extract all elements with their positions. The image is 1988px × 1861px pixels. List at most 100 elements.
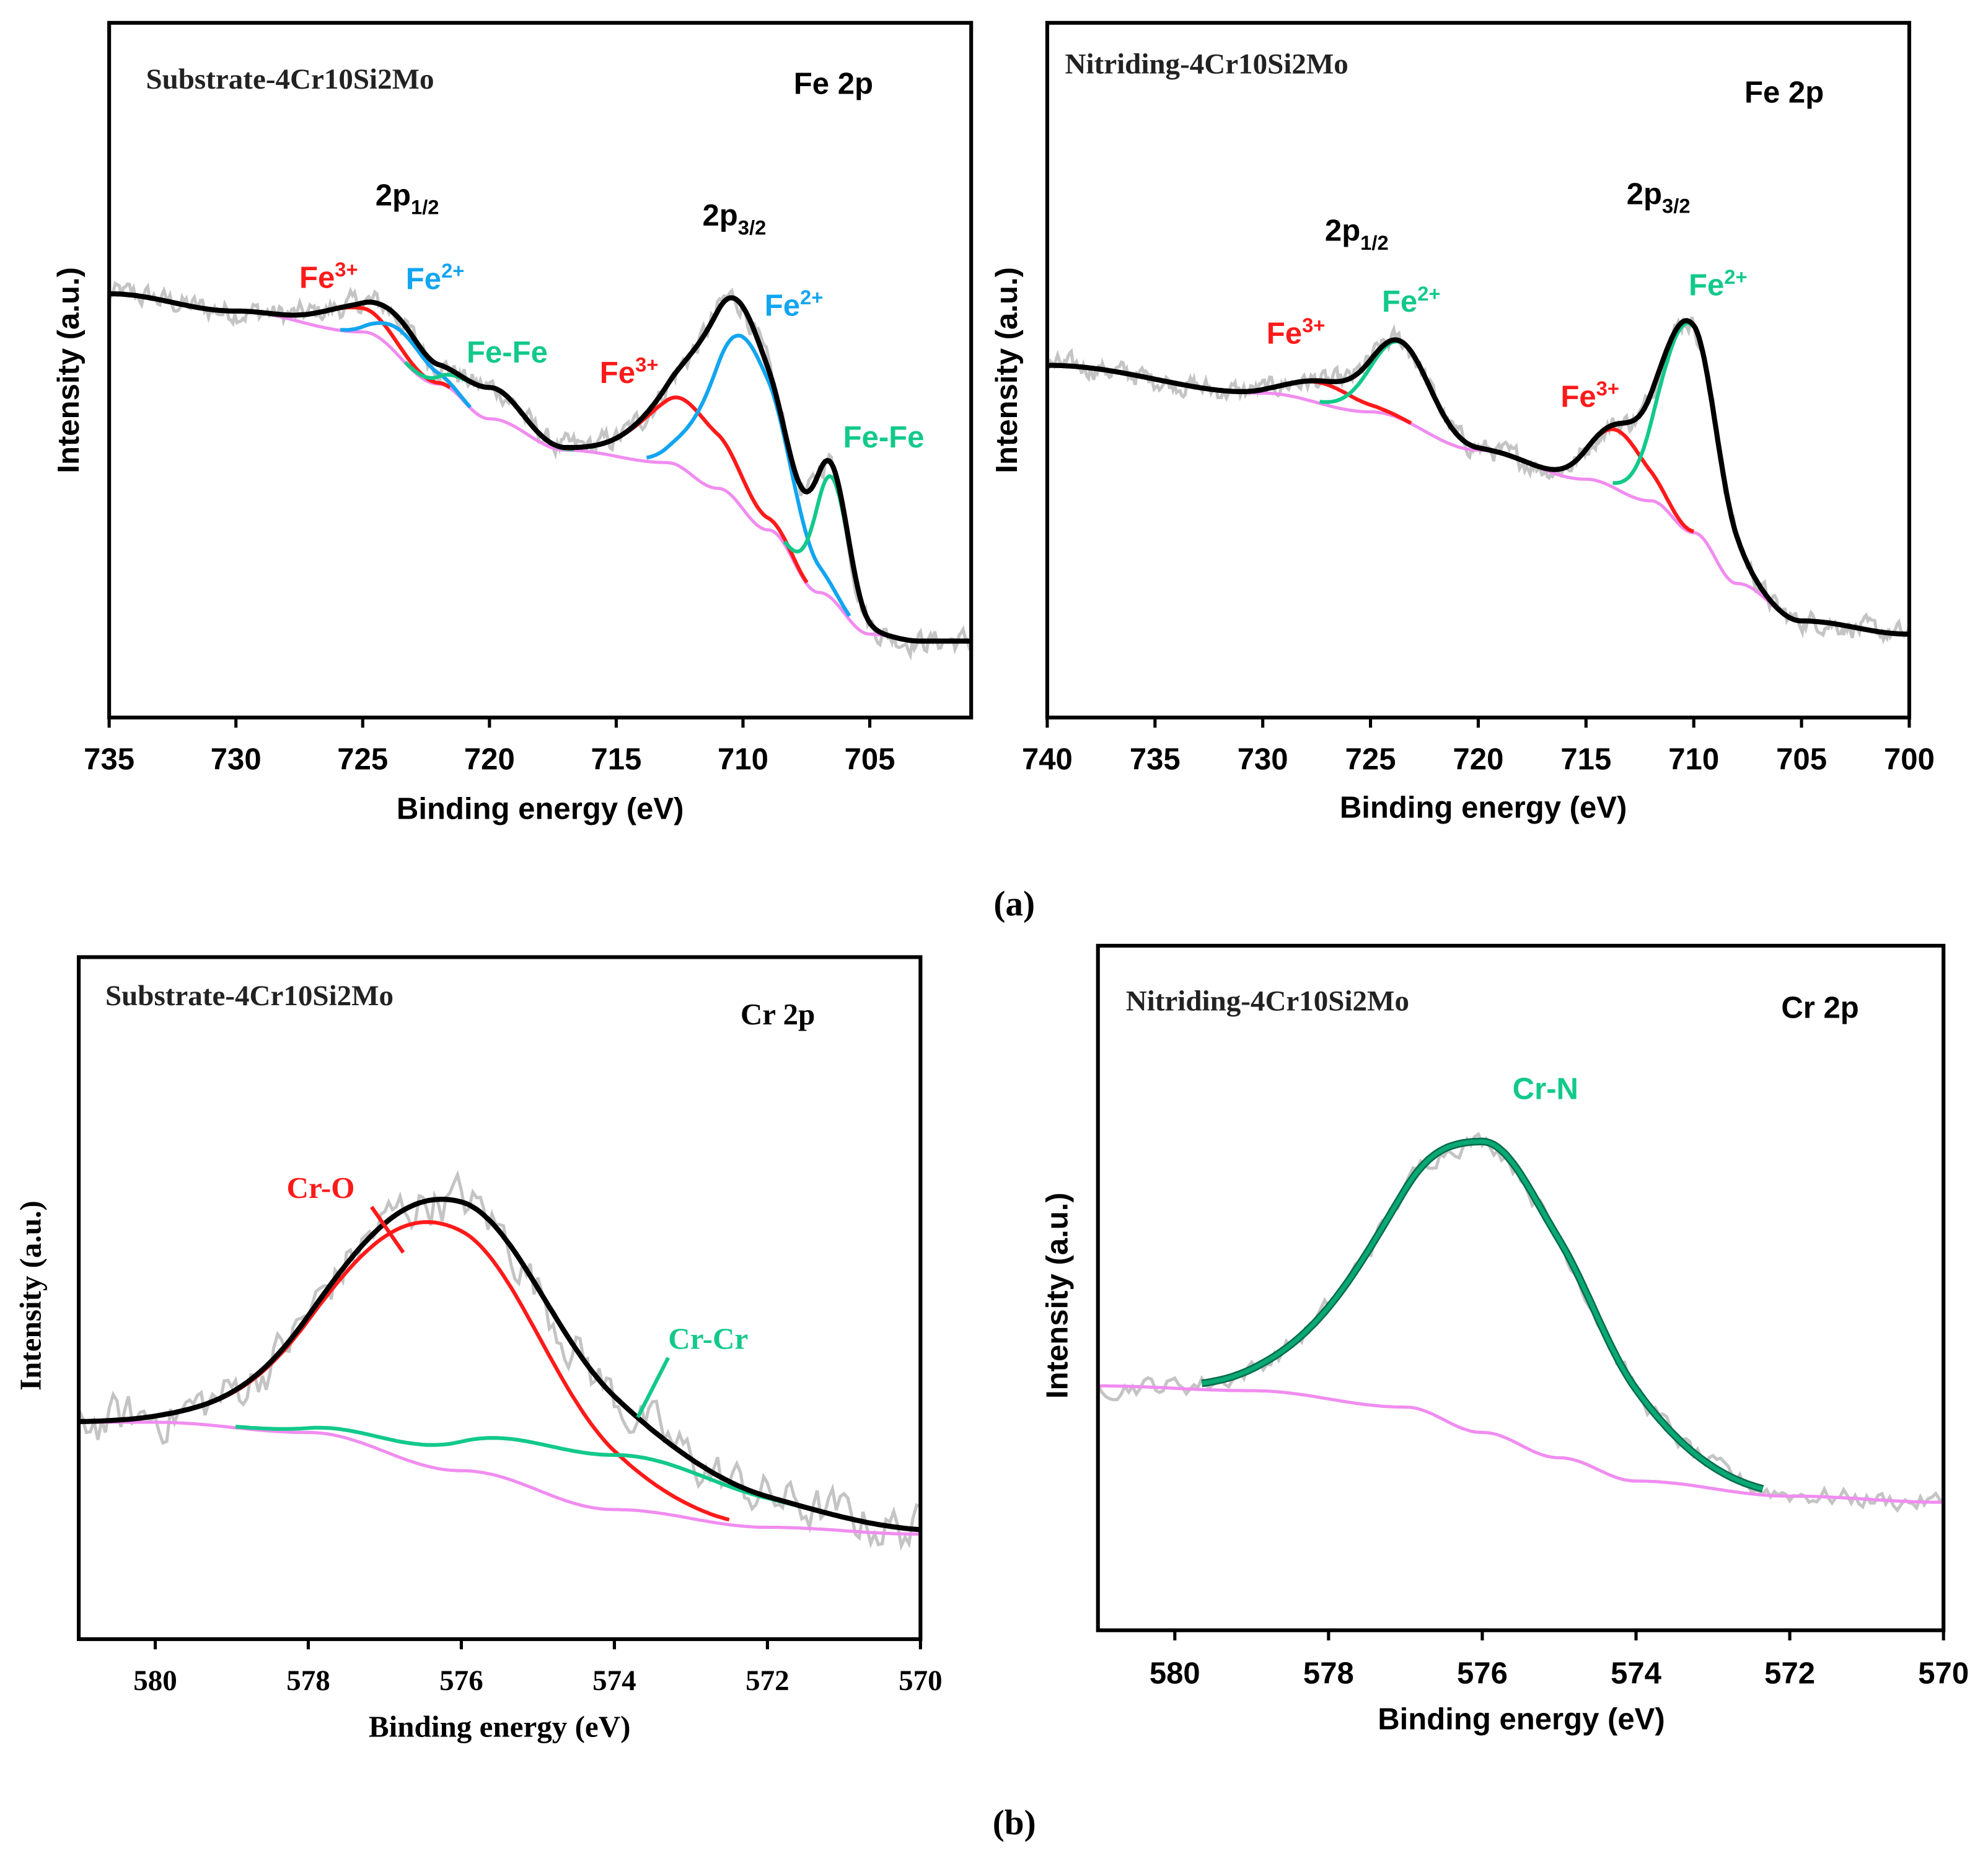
x-tick-label: 578 (286, 1665, 330, 1697)
peak-annotation: Fe3+ (299, 258, 358, 294)
plot-frame (1096, 943, 1946, 1632)
chart-1: 735 730 725 720 715 710 705 Binding energy (eV)… (52, 20, 974, 825)
x-axis-title: Binding energy (eV) (397, 792, 684, 825)
x-tick-label: 576 (1457, 1657, 1508, 1691)
x-tick-label: 576 (439, 1665, 483, 1697)
peak-annotation: Fe-Fe (843, 421, 925, 454)
plot-area (109, 281, 972, 661)
x-tick-label: 730 (1238, 743, 1288, 777)
peak-annotation: Fe2+ (765, 286, 824, 322)
annotation-superscript: 2+ (1724, 265, 1747, 288)
chart-3: 580 578 576 574 572 570 Binding energy (eV) Int… (14, 955, 943, 1744)
plot-area (1047, 316, 1909, 645)
x-tick-label: 715 (591, 743, 641, 777)
y-axis-title: Intensity (a.u.) (52, 267, 86, 473)
annotation-base: 2p (376, 178, 411, 212)
background-curve (79, 1420, 921, 1536)
panel-label-a: (a) (993, 884, 1035, 923)
cr-o-component-curve (147, 1220, 730, 1522)
annotation-base: Fe (765, 289, 800, 322)
x-tick-label: 710 (1668, 743, 1719, 777)
peak-annotation: Fe3+ (1560, 377, 1619, 413)
raw-data-curve (1097, 1132, 1944, 1513)
x-tick-label: 720 (1453, 743, 1503, 777)
x-tick-label: 735 (1130, 743, 1181, 777)
y-axis-title: Intensity (a.u.) (1041, 1192, 1075, 1399)
envelope-fit-curve (109, 291, 972, 644)
sample-label: Substrate-4Cr10Si2Mo (105, 980, 394, 1012)
annotation-superscript: 3+ (635, 353, 658, 376)
background-curve (1097, 1384, 1944, 1504)
peak-annotation: 2p1/2 (1325, 214, 1389, 254)
x-tick-label: 570 (1918, 1657, 1969, 1691)
background-curve (1047, 363, 1909, 636)
annotation-base: Fe (1689, 269, 1724, 302)
x-tick-label: 572 (1764, 1657, 1815, 1691)
peak-annotation: Cr-Cr (668, 1322, 748, 1356)
annotation-base: Fe (600, 356, 635, 390)
x-tick-label: 710 (718, 743, 768, 777)
spectrum-title: Fe 2p (1744, 76, 1824, 110)
plot-frame (107, 20, 974, 719)
annotation-base: 2p (1627, 177, 1662, 211)
annotation-base: Fe (1560, 381, 1596, 414)
x-tick-label: 580 (1150, 1657, 1200, 1691)
x-tick-label: 574 (592, 1665, 636, 1697)
x-axis-title: Binding energy (eV) (1340, 791, 1627, 824)
peak-annotation: Fe-Fe (467, 336, 548, 369)
plot-frame (76, 955, 923, 1642)
x-tick-label: 700 (1884, 743, 1935, 777)
chart-2: 740 735 730 725 720 715 710 705 700 Binding energ… (990, 20, 1935, 824)
x-tick-label: 740 (1022, 743, 1073, 777)
annotation-base: Cr-N (1513, 1073, 1578, 1106)
peak-annotation: Fe2+ (406, 259, 465, 296)
fe2-2p3-2-component-curve (646, 333, 851, 617)
envelope-fit-curve (79, 1197, 921, 1533)
annotation-base: Fe-Fe (843, 421, 925, 454)
annotation-subscript: 3/2 (1662, 195, 1690, 218)
plot-area (1097, 1132, 1944, 1513)
annotation-superscript: 3+ (1302, 314, 1325, 337)
x-tick-label: 572 (746, 1665, 789, 1697)
x-tick-label: 705 (845, 743, 895, 777)
annotation-superscript: 2+ (441, 259, 464, 282)
x-axis-title: Binding energy (eV) (369, 1710, 631, 1744)
annotation-base: 2p (703, 199, 738, 232)
annotation-subscript: 3/2 (738, 216, 766, 239)
annotation-base: Fe-Fe (467, 336, 548, 369)
x-tick-label: 735 (84, 743, 134, 777)
x-tick-label: 580 (133, 1665, 177, 1697)
x-tick-label: 578 (1303, 1657, 1354, 1691)
cr-n-component-curve (1201, 1139, 1764, 1491)
x-tick-label: 725 (337, 743, 388, 777)
x-tick-label: 730 (211, 743, 262, 777)
annotation-superscript: 3+ (1596, 377, 1619, 400)
fe2-2p1-2-component-curve (340, 321, 472, 409)
y-axis-title: Intensity (a.u.) (14, 1200, 48, 1391)
annotation-base: 2p (1325, 214, 1360, 248)
annotation-subscript: 1/2 (411, 196, 439, 219)
x-tick-label: 705 (1776, 743, 1827, 777)
annotation-superscript: 2+ (1417, 282, 1440, 305)
envelope-fit-curve (1047, 318, 1909, 637)
peak-annotation: Fe2+ (1382, 282, 1441, 319)
peak-annotation: 2p1/2 (376, 178, 439, 218)
plot-area (79, 1169, 921, 1551)
x-axis-title: Binding energy (eV) (1378, 1702, 1665, 1736)
peak-annotation: Fe3+ (600, 353, 659, 389)
annotation-base: Fe (406, 262, 441, 296)
x-tick-label: 725 (1345, 743, 1396, 777)
peak-annotation: Cr-O (287, 1171, 355, 1205)
x-tick-label: 570 (899, 1665, 943, 1697)
annotation-base: Cr-Cr (668, 1322, 748, 1356)
raw-data-curve (1047, 316, 1909, 645)
annotation-leader-line (636, 1357, 671, 1419)
peak-annotation: 2p3/2 (703, 199, 767, 239)
peak-annotation: 2p3/2 (1627, 177, 1691, 217)
sample-label: Nitriding-4Cr10Si2Mo (1126, 985, 1409, 1017)
peak-annotation: Cr-N (1513, 1073, 1578, 1106)
annotation-base: Fe (299, 261, 335, 294)
peak-annotation: Fe3+ (1267, 314, 1326, 350)
x-tick-label: 720 (464, 743, 515, 777)
